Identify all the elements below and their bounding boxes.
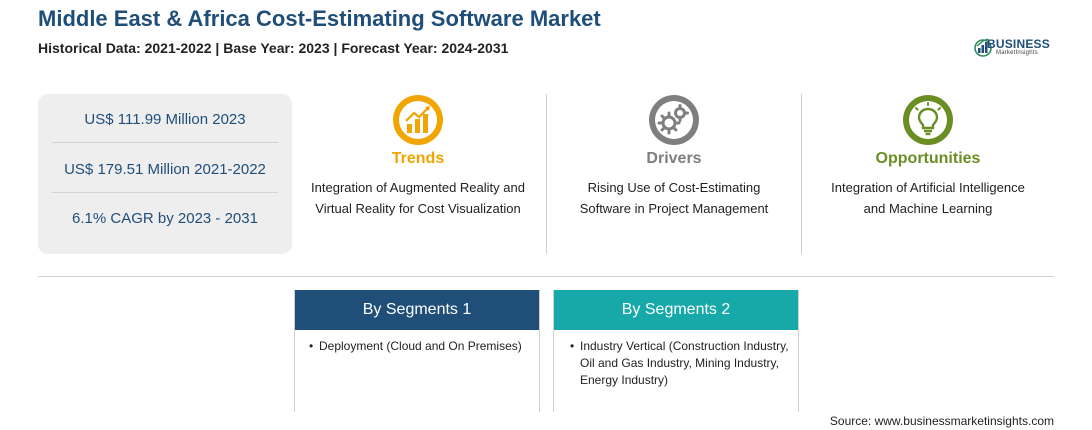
trends-heading: Trends bbox=[391, 150, 445, 167]
page-subtitle: Historical Data: 2021-2022 | Base Year: … bbox=[38, 40, 509, 56]
drivers-text-line: Rising Use of Cost-Estimating bbox=[587, 180, 761, 195]
segment-2-item: Industry Vertical (Construction Industry… bbox=[580, 339, 789, 387]
segment-2-title: By Segments 2 bbox=[554, 290, 798, 330]
segment-card-2: By Segments 2 • Industry Vertical (Const… bbox=[553, 290, 799, 412]
segment-1-title: By Segments 1 bbox=[295, 290, 539, 330]
stat-cagr: 6.1% CAGR by 2023 - 2031 bbox=[72, 210, 258, 227]
opportunities-column: Opportunities Integration of Artificial … bbox=[808, 94, 1048, 254]
logo-sub-text: MarketInsights bbox=[996, 50, 1038, 56]
section-divider bbox=[38, 276, 1054, 277]
gears-icon bbox=[649, 95, 699, 145]
drivers-column: Drivers Rising Use of Cost-Estimating So… bbox=[554, 94, 794, 254]
opportunities-heading: Opportunities bbox=[875, 150, 981, 167]
drivers-heading: Drivers bbox=[646, 150, 702, 167]
trends-text-line: Virtual Reality for Cost Visualization bbox=[315, 201, 521, 216]
trends-text-line: Integration of Augmented Reality and bbox=[311, 180, 525, 195]
growth-chart-icon bbox=[393, 95, 443, 145]
segment-card-1: By Segments 1 • Deployment (Cloud and On… bbox=[294, 290, 540, 412]
stat-market-size-2023: US$ 111.99 Million 2023 bbox=[84, 111, 246, 128]
stat-divider bbox=[52, 192, 278, 193]
logo-main-text: BUSINESS bbox=[987, 37, 1050, 51]
opportunities-text-line: and Machine Learning bbox=[863, 201, 993, 216]
company-logo: BUSINESS MarketInsights bbox=[974, 35, 1064, 61]
stat-market-size-historical: US$ 179.51 Million 2021-2022 bbox=[64, 161, 266, 178]
market-stats-panel: US$ 111.99 Million 2023 US$ 179.51 Milli… bbox=[38, 94, 292, 254]
trends-text: Integration of Augmented Reality and Vir… bbox=[298, 177, 538, 219]
segment-2-list: • Industry Vertical (Construction Indust… bbox=[570, 338, 790, 389]
column-divider bbox=[801, 94, 802, 254]
bullet: • bbox=[309, 339, 314, 353]
bullet: • bbox=[570, 339, 575, 353]
stat-divider bbox=[52, 142, 278, 143]
column-divider bbox=[546, 94, 547, 254]
segment-1-item: Deployment (Cloud and On Premises) bbox=[319, 339, 522, 353]
drivers-text: Rising Use of Cost-Estimating Software i… bbox=[554, 177, 794, 219]
opportunities-text: Integration of Artificial Intelligence a… bbox=[808, 177, 1048, 219]
segment-1-list: • Deployment (Cloud and On Premises) bbox=[309, 338, 529, 355]
logo-globe-icon bbox=[974, 38, 992, 57]
trends-column: Trends Integration of Augmented Reality … bbox=[298, 94, 538, 254]
drivers-text-line: Software in Project Management bbox=[579, 201, 769, 216]
lightbulb-icon bbox=[903, 95, 953, 145]
page-title: Middle East & Africa Cost-Estimating Sof… bbox=[38, 6, 601, 31]
opportunities-text-line: Integration of Artificial Intelligence bbox=[831, 180, 1025, 195]
source-note: Source: www.businessmarketinsights.com bbox=[829, 414, 1054, 428]
